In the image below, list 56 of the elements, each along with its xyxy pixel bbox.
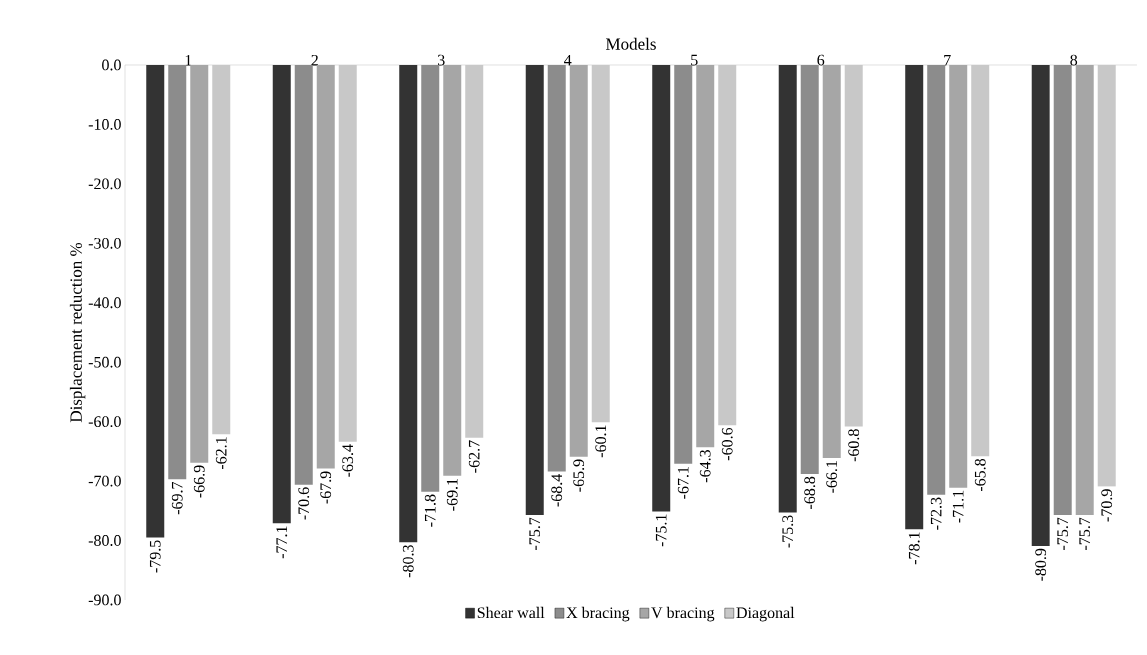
data-label: -60.1 — [595, 425, 607, 458]
y-tick-label: 0.0 — [102, 59, 121, 71]
data-label: -67.1 — [677, 467, 689, 499]
data-label: -67.9 — [320, 471, 332, 504]
data-label: -75.7 — [529, 517, 541, 550]
x-tick-label: 7 — [944, 54, 951, 66]
legend-label: X bracing — [566, 606, 630, 622]
y-tick-label: -70.0 — [88, 475, 121, 487]
data-label: -80.9 — [1035, 548, 1047, 581]
y-axis-title: Displacement reduction % — [69, 242, 86, 423]
data-label: -75.3 — [782, 515, 794, 548]
data-label: -62.1 — [215, 437, 227, 470]
y-tick-label: -30.0 — [88, 237, 121, 249]
data-label: -66.1 — [826, 461, 838, 493]
data-label: -69.1 — [446, 478, 458, 511]
x-tick-label: 5 — [691, 54, 698, 66]
data-label: -68.4 — [551, 474, 563, 507]
x-tick-label: 8 — [1070, 54, 1078, 66]
data-label: -63.4 — [342, 444, 354, 477]
data-label: -69.7 — [171, 481, 183, 515]
data-label: -60.8 — [848, 429, 860, 462]
data-label: -71.1 — [952, 490, 964, 523]
data-label: -78.1 — [908, 532, 920, 565]
legend-label: Diagonal — [736, 606, 795, 622]
data-label: -65.9 — [573, 459, 585, 492]
legend-label: V bracing — [651, 606, 715, 622]
data-label: -71.8 — [424, 494, 436, 527]
data-label: -77.1 — [276, 526, 288, 559]
x-tick-label: 3 — [438, 54, 445, 66]
y-tick-label: -90.0 — [88, 594, 121, 606]
data-label: -72.3 — [930, 497, 942, 530]
data-label: -66.9 — [193, 465, 205, 498]
data-label: -64.3 — [699, 450, 711, 483]
y-tick-label: -40.0 — [88, 297, 121, 309]
y-tick-label: -50.0 — [88, 356, 121, 368]
data-label: -80.3 — [402, 545, 414, 578]
data-label: -75.7 — [1079, 517, 1091, 550]
data-label: -60.6 — [721, 427, 733, 461]
data-label: -70.9 — [1101, 489, 1113, 522]
y-tick-label: -10.0 — [88, 119, 121, 130]
data-label: -68.8 — [804, 476, 816, 509]
y-tick-label: -80.0 — [88, 535, 121, 546]
data-label: -75.7 — [1057, 517, 1069, 550]
x-tick-label: 6 — [817, 54, 825, 66]
x-tick-label: 1 — [185, 54, 192, 66]
x-tick-label: 4 — [564, 54, 572, 66]
y-tick-label: -20.0 — [88, 178, 121, 190]
data-label: -65.8 — [974, 458, 986, 492]
legend-label: Shear wall — [477, 606, 545, 619]
data-label: -75.1 — [655, 514, 667, 547]
y-tick-label: -60.0 — [88, 416, 121, 428]
data-label: -79.5 — [149, 540, 161, 573]
data-label: -62.7 — [468, 440, 480, 473]
x-axis-title: Models — [605, 37, 656, 50]
data-label: -70.6 — [298, 487, 310, 520]
x-tick-label: 2 — [311, 54, 318, 66]
